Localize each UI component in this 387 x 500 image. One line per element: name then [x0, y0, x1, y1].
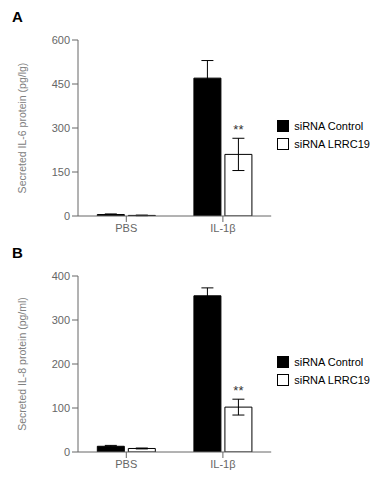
html-text:siRNA Control: siRNA Control: [294, 356, 364, 368]
html-text:siRNA Control: siRNA Control: [294, 120, 364, 132]
svg-text:150: 150: [52, 166, 70, 178]
svg-text:200: 200: [52, 358, 70, 370]
svg-text:300: 300: [52, 314, 70, 326]
html-text:siRNA LRRC19: siRNA LRRC19: [294, 374, 370, 386]
svg-text:**: **: [233, 122, 243, 137]
svg-text:100: 100: [52, 402, 70, 414]
svg-text:**: **: [233, 383, 243, 398]
svg-text:0: 0: [64, 210, 70, 222]
svg-text:PBS: PBS: [115, 222, 137, 234]
svg-text:IL-1β: IL-1β: [210, 458, 235, 470]
svg-text:PBS: PBS: [115, 458, 137, 470]
html-text:siRNA LRRC19: siRNA LRRC19: [294, 138, 370, 150]
html-text:B: B: [12, 244, 23, 261]
svg-text:400: 400: [52, 270, 70, 282]
html-text:A: A: [12, 8, 23, 25]
svg-text:600: 600: [52, 34, 70, 46]
svg-text:Secreted IL-8 protein (pg/ml): Secreted IL-8 protein (pg/ml): [16, 297, 28, 431]
svg-text:IL-1β: IL-1β: [210, 222, 235, 234]
svg-text:0: 0: [64, 446, 70, 458]
svg-text:300: 300: [52, 122, 70, 134]
svg-text:Secreted IL-6 protein (pg/lg): Secreted IL-6 protein (pg/lg): [16, 63, 28, 194]
svg-text:450: 450: [52, 78, 70, 90]
